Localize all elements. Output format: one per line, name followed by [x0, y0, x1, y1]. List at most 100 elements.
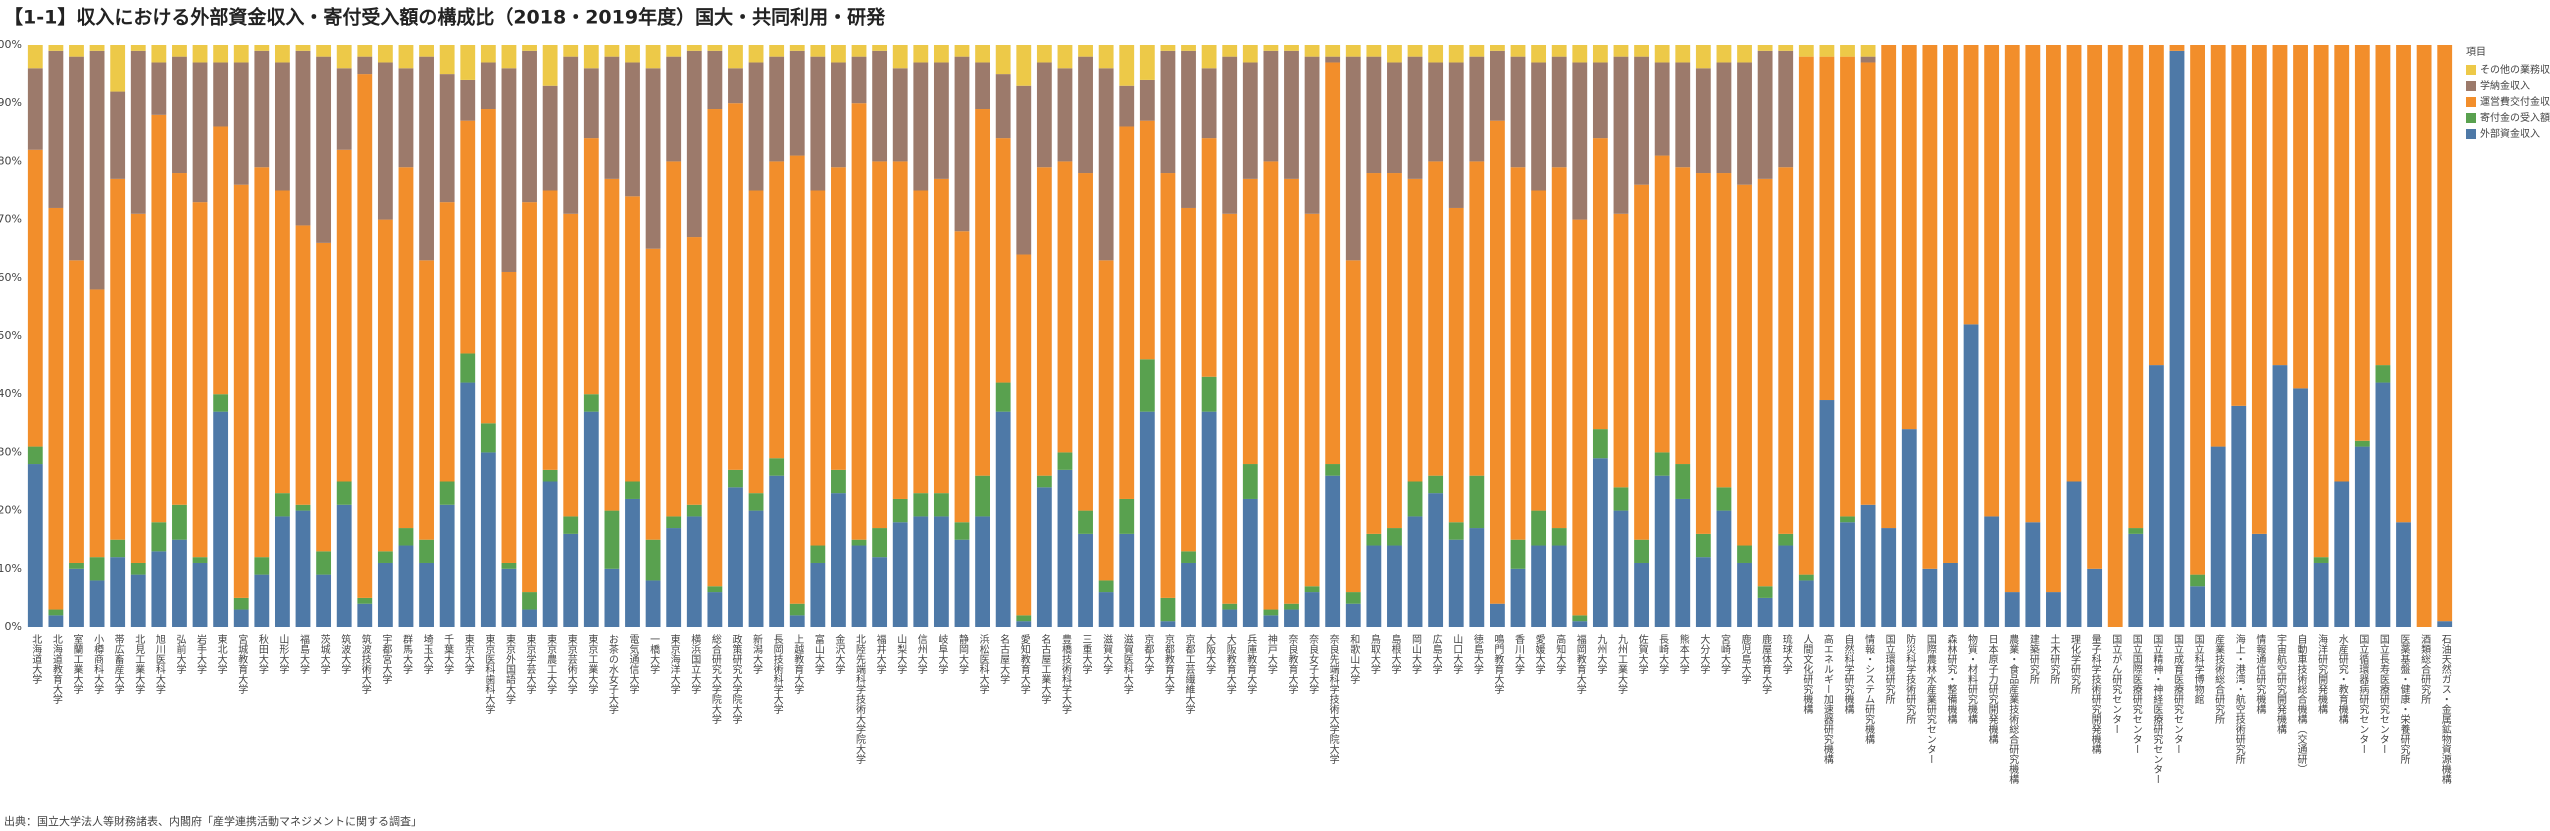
legend-label: 外部資金収入: [2480, 127, 2540, 140]
bar-segment: [1695, 173, 1711, 534]
bar-segment: [2313, 557, 2329, 563]
bar-segment: [1036, 167, 1052, 476]
bar-segment: [1119, 45, 1135, 86]
bar-segment: [1490, 603, 1505, 627]
bar-segment: [69, 260, 84, 563]
bar-segment: [460, 120, 476, 354]
bar-segment: [1469, 56, 1485, 162]
bar-segment: [1345, 592, 1361, 604]
y-tick-label: 40%: [0, 387, 22, 400]
bar-segment: [789, 45, 805, 51]
bar-segment: [1798, 56, 1814, 575]
bar-segment: [1160, 597, 1176, 622]
bar-segment: [1551, 45, 1567, 57]
bar-segment: [1613, 56, 1629, 214]
bar-segment: [1407, 45, 1423, 57]
x-tick-label: 東京医科歯科大学: [483, 633, 495, 714]
bar-segment: [810, 562, 826, 627]
x-tick-label: 長崎大学: [1657, 634, 1669, 674]
bar-segment: [831, 167, 846, 470]
bar-segment: [336, 68, 352, 150]
bar-segment: [769, 45, 785, 57]
legend-swatch: [2466, 65, 2476, 75]
bar-segment: [1016, 254, 1032, 616]
bar-segment: [1325, 56, 1341, 63]
bar-segment: [2396, 522, 2411, 627]
bar-segment: [563, 56, 579, 214]
bar-segment: [213, 126, 229, 395]
bar-segment: [419, 45, 434, 57]
bar-segment: [583, 394, 599, 412]
bar-segment: [172, 173, 187, 505]
bar-segment: [1078, 510, 1093, 534]
bar-segment: [1963, 324, 1979, 627]
bar-segment: [1057, 68, 1073, 162]
bar-segment: [1098, 68, 1114, 261]
x-tick-label: 京都大学: [1142, 633, 1154, 674]
bar-segment: [1387, 45, 1402, 63]
bar-segment: [1304, 586, 1320, 593]
bar-segment: [1469, 45, 1485, 57]
bar-segment: [933, 493, 949, 517]
bar-segment: [357, 603, 373, 627]
x-tick-label: 筑波技術大学: [359, 633, 371, 694]
bar-segment: [913, 516, 929, 627]
bar-segment: [1263, 45, 1279, 51]
bar-segment: [1531, 62, 1547, 191]
bar-segment: [2375, 382, 2391, 627]
bar-segment: [480, 45, 496, 63]
bar-segment: [1428, 62, 1444, 162]
bar-segment: [1819, 400, 1835, 627]
bar-segment: [748, 493, 764, 511]
bar-segment: [254, 557, 270, 575]
bar-segment: [1098, 580, 1114, 593]
x-tick-label: 琉球大学: [1780, 633, 1792, 674]
bar-segment: [1345, 56, 1361, 261]
bar-segment: [995, 382, 1011, 412]
x-tick-label: お茶の水女子大学: [606, 634, 618, 714]
bar-segment: [604, 178, 620, 511]
bar-segment: [1901, 45, 1917, 430]
bar-segment: [748, 62, 764, 191]
bar-segment: [1592, 458, 1608, 627]
x-tick-label: 山形大学: [277, 634, 289, 674]
bar-segment: [1778, 545, 1794, 627]
bar-segment: [954, 231, 970, 523]
bar-segment: [89, 580, 105, 627]
bar-segment: [439, 481, 455, 505]
bar-segment: [645, 539, 661, 581]
bar-segment: [1201, 138, 1217, 377]
x-tick-label: 建築研究所: [2027, 633, 2039, 685]
bar-segment: [275, 516, 290, 627]
bar-segment: [295, 504, 311, 511]
y-tick-label: 100%: [0, 38, 22, 51]
bar-segment: [975, 516, 990, 627]
bar-segment: [501, 45, 517, 69]
bar-segment: [2046, 45, 2061, 593]
x-tick-label: 愛知教育大学: [1018, 633, 1030, 694]
bar-segment: [1757, 45, 1773, 51]
bar-segment: [1428, 493, 1444, 627]
x-tick-label: 土木研究所: [2048, 633, 2060, 685]
bar-segment: [192, 562, 208, 627]
bar-segment: [2334, 45, 2350, 482]
bar-segment: [357, 45, 373, 57]
x-tick-label: 福岡教育大学: [1574, 633, 1586, 694]
x-tick-label: 国立科学博物館: [2192, 634, 2204, 705]
x-tick-label: 名古屋工業大学: [1039, 633, 1051, 704]
bar-segment: [1181, 45, 1196, 51]
bar-segment: [1036, 487, 1052, 627]
bar-segment: [357, 56, 373, 75]
bar-segment: [1057, 45, 1073, 69]
bar-segment: [1551, 167, 1567, 529]
bar-segment: [1695, 68, 1711, 174]
bar-segment: [1510, 539, 1526, 569]
bar-segment: [933, 178, 949, 494]
bar-segment: [2272, 365, 2288, 627]
bar-segment: [686, 237, 702, 505]
bar-segment: [1510, 568, 1526, 627]
x-tick-label: 自然科学研究機構: [1842, 633, 1854, 714]
bar-segment: [377, 62, 393, 220]
bar-segment: [1139, 411, 1155, 627]
bar-segment: [1695, 557, 1711, 627]
